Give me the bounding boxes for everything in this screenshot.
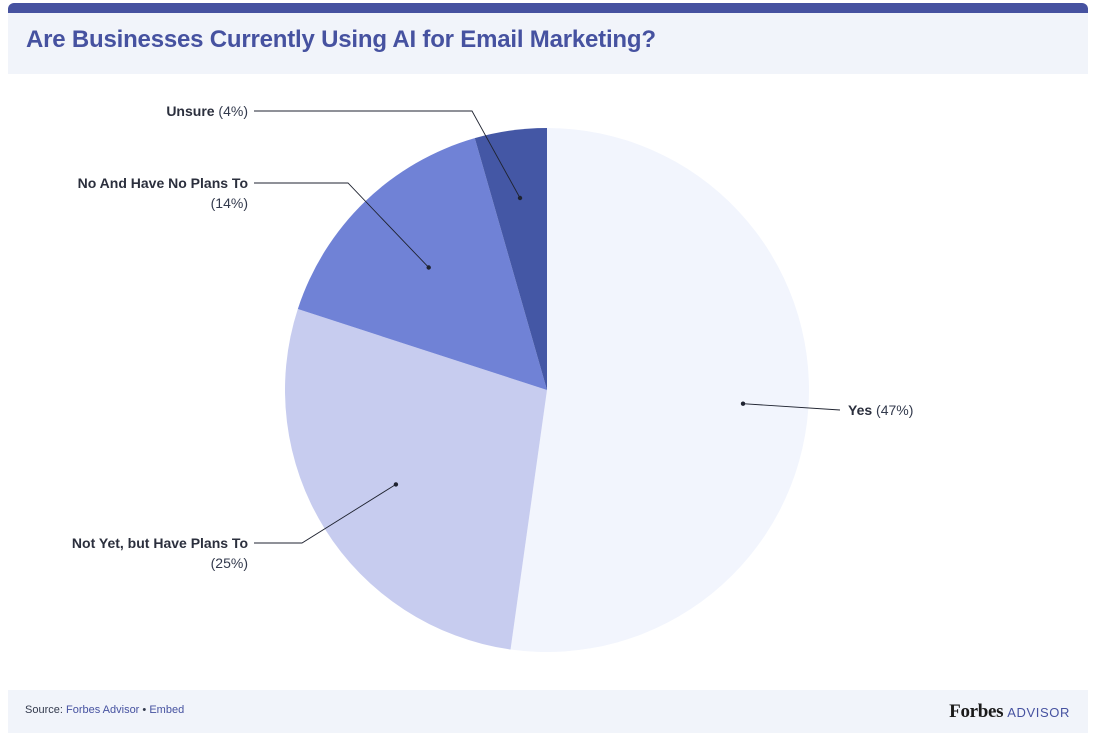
embed-link[interactable]: Embed: [149, 704, 185, 716]
leader-line: [742, 403, 841, 411]
leader-line: [254, 484, 397, 544]
slice-label-name: Unsure: [166, 103, 214, 119]
leader-dot: [393, 482, 399, 487]
leader-lines: [254, 110, 841, 544]
slice-label-value: (4%): [215, 103, 248, 119]
pie-slice-not-yet-but-have-plans-to: [285, 309, 547, 650]
logo-suffix: ADVISOR: [1007, 705, 1070, 720]
top-accent-bar: [8, 3, 1088, 14]
chart-header: Are Businesses Currently Using AI for Em…: [8, 13, 1088, 74]
slice-label-value: (14%): [211, 195, 248, 211]
leader-line: [254, 110, 521, 199]
pie-slice-yes: [510, 128, 809, 653]
chart-footer: Source: Forbes Advisor • Embed Forbes ADV…: [8, 690, 1088, 733]
slice-label: Yes (47%): [848, 402, 913, 418]
slice-label-name: Not Yet, but Have Plans To: [72, 535, 248, 551]
forbes-advisor-logo: Forbes ADVISOR: [949, 701, 1070, 723]
leader-line: [254, 182, 430, 268]
slice-label-value: (25%): [211, 555, 248, 571]
source-separator: •: [142, 704, 147, 716]
slice-label-value: (47%): [872, 402, 913, 418]
source-prefix: Source:: [25, 704, 63, 716]
source-link[interactable]: Forbes Advisor: [65, 704, 140, 716]
pie-slices: [285, 128, 809, 653]
pie-slice-unsure: [474, 128, 547, 390]
source-line: Source: Forbes Advisor • Embed: [25, 704, 184, 716]
logo-brand: Forbes: [949, 701, 1004, 722]
pie-slice-no-and-have-no-plans-to: [297, 138, 547, 390]
slice-label: No And Have No Plans To (14%): [78, 175, 248, 211]
slice-label-name: Yes: [848, 402, 872, 418]
chart-title: Are Businesses Currently Using AI for Em…: [26, 26, 656, 53]
slice-label: Unsure (4%): [166, 103, 248, 119]
slice-label-name: No And Have No Plans To: [78, 175, 248, 191]
slice-label: Not Yet, but Have Plans To (25%): [72, 535, 248, 571]
slice-labels: Yes (47%) Not Yet, but Have Plans To (25%)…: [72, 103, 913, 571]
